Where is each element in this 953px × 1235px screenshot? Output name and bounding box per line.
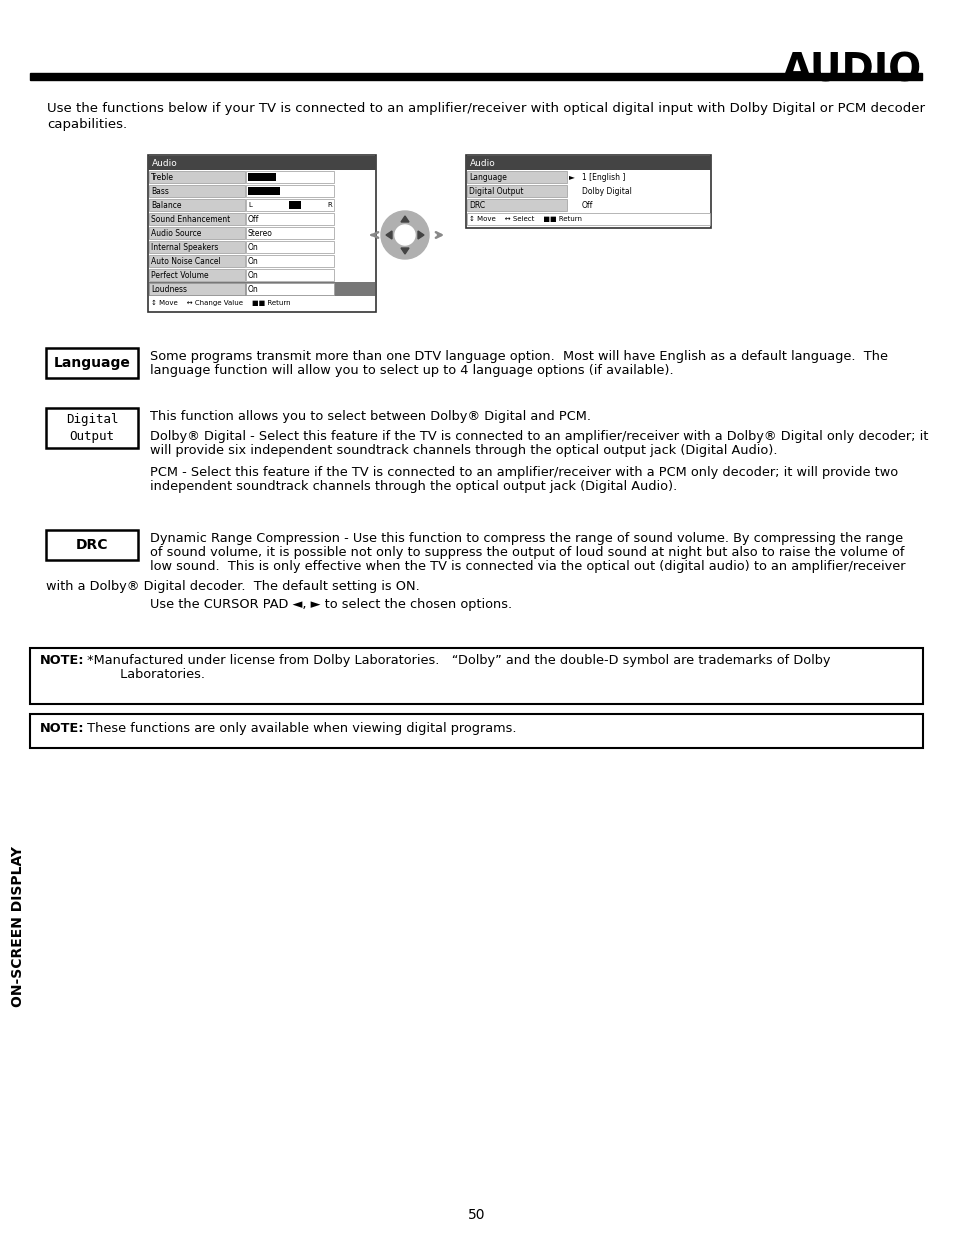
Bar [246, 199, 334, 211]
Polygon shape [400, 216, 409, 222]
Text: NOTE:: NOTE: [40, 722, 85, 735]
Bar [246, 283, 334, 295]
Text: Stereo: Stereo [248, 228, 273, 237]
Text: On: On [248, 270, 258, 279]
Bar [149, 170, 245, 183]
Text: will provide six independent soundtrack channels through the optical output jack: will provide six independent soundtrack … [150, 445, 777, 457]
Text: Use the CURSOR PAD ◄, ► to select the chosen options.: Use the CURSOR PAD ◄, ► to select the ch… [150, 598, 512, 611]
Bar [248, 173, 275, 182]
Bar [246, 227, 334, 240]
Bar [467, 170, 566, 183]
Text: low sound.  This is only effective when the TV is connected via the optical out : low sound. This is only effective when t… [150, 559, 904, 573]
Bar [467, 185, 566, 198]
Text: NOTE:: NOTE: [40, 655, 85, 667]
Bar [149, 269, 245, 282]
Text: language function will allow you to select up to 4 language options (if availabl: language function will allow you to sele… [150, 364, 673, 377]
Text: Bass: Bass [151, 186, 169, 195]
Bar [246, 170, 334, 183]
Text: AUDIO: AUDIO [781, 52, 921, 90]
Bar [30, 648, 923, 704]
Bar [467, 212, 709, 225]
Text: Digital Output: Digital Output [469, 186, 523, 195]
Bar [465, 156, 710, 170]
Text: 50%: 50% [248, 188, 263, 194]
Text: Balance: Balance [151, 200, 181, 210]
Text: Language: Language [469, 173, 506, 182]
Text: 50: 50 [468, 1208, 485, 1221]
Bar [149, 212, 245, 225]
Bar [46, 530, 138, 559]
Text: These functions are only available when viewing digital programs.: These functions are only available when … [83, 722, 516, 735]
Text: capabilities.: capabilities. [47, 119, 127, 131]
Bar [246, 212, 334, 225]
Text: Off: Off [581, 200, 593, 210]
Text: Internal Speakers: Internal Speakers [151, 242, 218, 252]
Text: Digital
Output: Digital Output [66, 412, 118, 443]
Bar [46, 348, 138, 378]
Circle shape [395, 225, 415, 245]
Text: L: L [248, 203, 252, 207]
Bar [149, 185, 245, 198]
Text: independent soundtrack channels through the optical output jack (Digital Audio).: independent soundtrack channels through … [150, 480, 677, 493]
Text: ↕ Move    ↔ Change Value    ■■ Return: ↕ Move ↔ Change Value ■■ Return [151, 300, 291, 306]
Text: 45%: 45% [248, 174, 263, 180]
Text: DRC: DRC [469, 200, 485, 210]
Bar [149, 227, 245, 240]
Bar [148, 156, 375, 170]
Bar [149, 282, 375, 296]
Bar [248, 186, 280, 195]
Text: DRC: DRC [75, 538, 108, 552]
Text: Off: Off [248, 215, 259, 224]
Text: Sound Enhancement: Sound Enhancement [151, 215, 230, 224]
Bar [149, 283, 245, 295]
Text: On: On [248, 284, 258, 294]
Text: Dolby Digital: Dolby Digital [581, 186, 631, 195]
Text: Language: Language [53, 356, 131, 370]
Text: Auto Noise Cancel: Auto Noise Cancel [151, 257, 220, 266]
Polygon shape [417, 231, 423, 240]
Polygon shape [400, 248, 409, 254]
Bar [30, 714, 923, 748]
Text: Treble: Treble [151, 173, 173, 182]
Bar [246, 254, 334, 267]
Bar [246, 241, 334, 253]
Text: Audio: Audio [470, 158, 496, 168]
Text: Some programs transmit more than one DTV language option.  Most will have Englis: Some programs transmit more than one DTV… [150, 350, 887, 363]
Text: ↕ Move    ↔ Select    ■■ Return: ↕ Move ↔ Select ■■ Return [469, 216, 581, 222]
Bar [289, 201, 301, 209]
Bar [246, 269, 334, 282]
Text: Use the functions below if your TV is connected to an amplifier/receiver with op: Use the functions below if your TV is co… [47, 103, 924, 115]
Text: PCM - Select this feature if the TV is connected to an amplifier/receiver with a: PCM - Select this feature if the TV is c… [150, 466, 897, 479]
Text: Dolby® Digital - Select this feature if the TV is connected to an amplifier/rece: Dolby® Digital - Select this feature if … [150, 430, 927, 443]
Text: Perfect Volume: Perfect Volume [151, 270, 209, 279]
Text: *Manufactured under license from Dolby Laboratories.   “Dolby” and the double-D : *Manufactured under license from Dolby L… [83, 655, 830, 667]
Polygon shape [386, 231, 392, 240]
Bar [149, 241, 245, 253]
Bar [30, 73, 921, 80]
Bar [465, 156, 710, 228]
Circle shape [380, 211, 429, 259]
Text: This function allows you to select between Dolby® Digital and PCM.: This function allows you to select betwe… [150, 410, 590, 424]
Text: On: On [248, 242, 258, 252]
Text: with a Dolby® Digital decoder.  The default setting is ON.: with a Dolby® Digital decoder. The defau… [46, 580, 419, 593]
Text: ►: ► [568, 173, 575, 182]
Text: Laboratories.: Laboratories. [83, 668, 205, 680]
Text: ON-SCREEN DISPLAY: ON-SCREEN DISPLAY [11, 846, 25, 1007]
Bar [467, 199, 566, 211]
Text: R: R [327, 203, 332, 207]
Text: Dynamic Range Compression - Use this function to compress the range of sound vol: Dynamic Range Compression - Use this fun… [150, 532, 902, 545]
Bar [149, 254, 245, 267]
Bar [46, 408, 138, 448]
Text: 1 [English ]: 1 [English ] [581, 173, 625, 182]
Text: of sound volume, it is possible not only to suppress the output of loud sound at: of sound volume, it is possible not only… [150, 546, 903, 559]
Text: Audio: Audio [152, 158, 177, 168]
Text: Audio Source: Audio Source [151, 228, 201, 237]
Text: Loudness: Loudness [151, 284, 187, 294]
Bar [148, 156, 375, 312]
Bar [246, 185, 334, 198]
Bar [149, 199, 245, 211]
Text: On: On [248, 257, 258, 266]
